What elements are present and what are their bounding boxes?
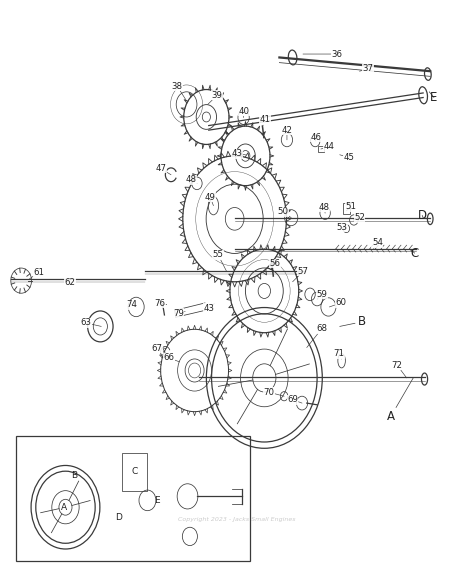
Text: 48: 48 xyxy=(319,203,330,213)
Text: 62: 62 xyxy=(64,278,76,288)
Text: B: B xyxy=(71,471,77,480)
Text: 70: 70 xyxy=(264,388,284,397)
Bar xyxy=(16,436,250,561)
Text: 48: 48 xyxy=(185,175,197,185)
Text: 45: 45 xyxy=(340,153,355,162)
Text: 50: 50 xyxy=(278,208,291,218)
Text: C: C xyxy=(410,247,419,260)
Text: 57: 57 xyxy=(292,267,309,282)
Text: 54: 54 xyxy=(372,239,383,248)
Text: 43: 43 xyxy=(203,304,214,313)
Bar xyxy=(344,204,350,214)
Text: 72: 72 xyxy=(392,361,407,378)
Text: 36: 36 xyxy=(303,49,342,59)
Text: 47: 47 xyxy=(155,164,171,175)
Text: 69: 69 xyxy=(287,395,302,404)
Text: 68: 68 xyxy=(307,324,328,347)
Text: E: E xyxy=(429,91,438,104)
Text: Copyright 2023 - Jacks Small Engines: Copyright 2023 - Jacks Small Engines xyxy=(178,517,296,522)
Text: 55: 55 xyxy=(213,250,227,271)
Text: 38: 38 xyxy=(172,82,187,101)
Text: 37: 37 xyxy=(359,64,374,74)
Text: 71: 71 xyxy=(333,350,344,359)
Text: 51: 51 xyxy=(346,202,356,212)
Text: A: A xyxy=(61,503,67,512)
Bar xyxy=(121,454,147,490)
Text: 61: 61 xyxy=(29,267,45,279)
Text: 46: 46 xyxy=(310,132,322,141)
Text: 44: 44 xyxy=(321,142,334,151)
Text: 42: 42 xyxy=(282,126,292,140)
Text: D: D xyxy=(115,513,122,522)
Text: 59: 59 xyxy=(316,290,327,299)
Text: C: C xyxy=(131,467,137,476)
Text: A: A xyxy=(387,378,413,423)
Text: 40: 40 xyxy=(238,107,249,117)
Text: 79: 79 xyxy=(173,309,185,318)
Text: 53: 53 xyxy=(336,223,347,232)
Text: 49: 49 xyxy=(205,193,216,206)
Text: E: E xyxy=(154,496,160,505)
Text: 74: 74 xyxy=(126,300,137,309)
Text: D: D xyxy=(418,209,427,222)
Text: 52: 52 xyxy=(354,213,365,222)
Text: 41: 41 xyxy=(260,116,271,125)
Text: 39: 39 xyxy=(208,91,223,105)
Text: 56: 56 xyxy=(269,259,280,269)
Text: 76: 76 xyxy=(154,299,165,308)
Text: 66: 66 xyxy=(164,354,180,362)
Text: 67: 67 xyxy=(151,344,165,352)
Text: 60: 60 xyxy=(329,298,346,308)
Text: 43: 43 xyxy=(231,149,246,158)
Text: 63: 63 xyxy=(81,319,101,328)
Bar xyxy=(318,146,324,152)
Text: B: B xyxy=(340,315,366,328)
